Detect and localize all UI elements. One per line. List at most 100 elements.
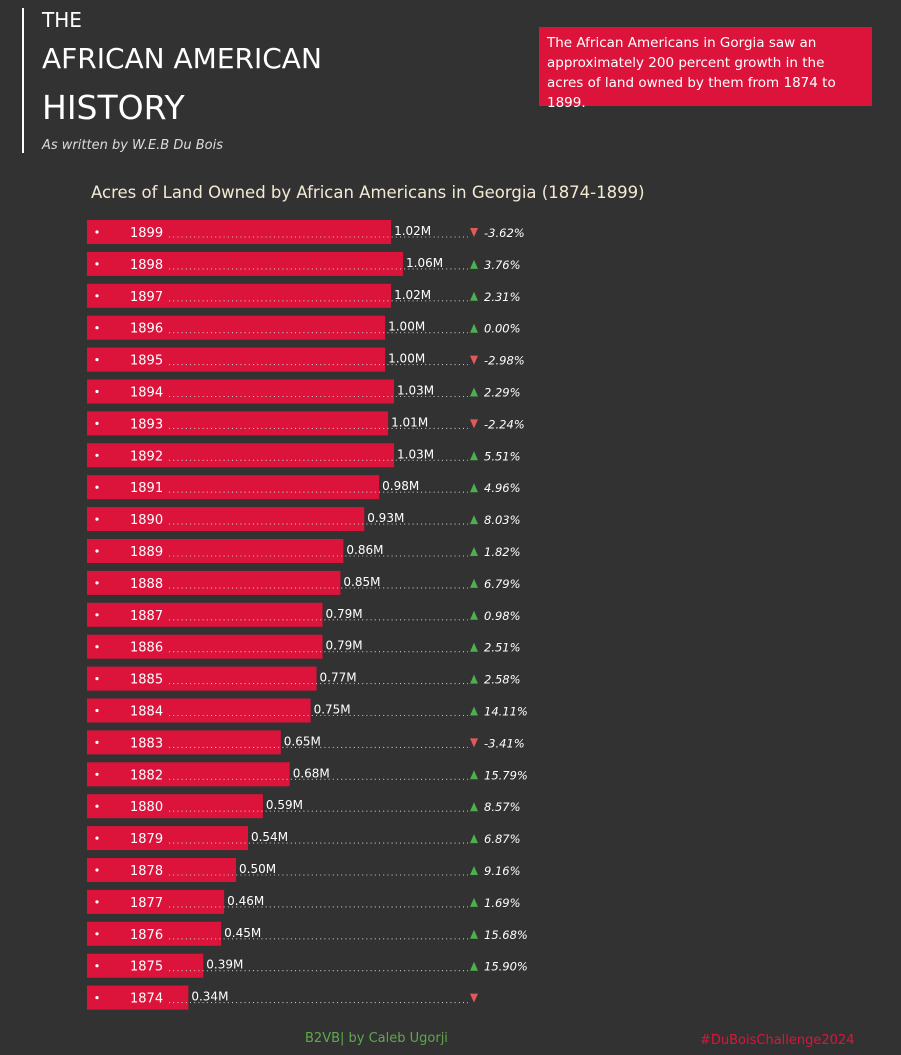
bar-bullet	[95, 772, 99, 776]
bar-bullet	[95, 581, 99, 585]
byline: As written by W.E.B Du Bois	[42, 138, 223, 153]
bar-bullet	[95, 900, 99, 904]
year-label: 1893	[130, 417, 163, 432]
bar	[87, 602, 323, 627]
change-label: -2.98%	[484, 354, 525, 368]
year-label: 1892	[130, 449, 163, 464]
bar	[87, 283, 392, 308]
change-label: 2.51%	[484, 641, 521, 655]
value-label: 1.02M	[394, 224, 431, 238]
bar-bullet	[95, 262, 99, 266]
value-label: 1.00M	[388, 320, 425, 334]
value-label: 0.79M	[326, 607, 363, 621]
change-label: 8.57%	[484, 800, 521, 814]
title-line-3: HISTORY	[42, 88, 185, 127]
value-label: 0.39M	[206, 958, 243, 972]
bar-bullet	[95, 964, 99, 968]
bar	[87, 921, 222, 946]
arrow-up-icon	[470, 770, 478, 780]
year-label: 1894	[130, 386, 163, 401]
bar	[87, 985, 189, 1010]
title-line-1: THE	[42, 8, 82, 32]
arrow-up-icon	[470, 483, 478, 493]
bar	[87, 443, 395, 468]
arrow-down-icon	[470, 738, 478, 748]
title-line-2: AFRICAN AMERICAN	[42, 42, 322, 75]
arrow-up-icon	[470, 547, 478, 556]
summary-callout: The African Americans in Gorgia saw an a…	[539, 27, 872, 111]
bar	[87, 220, 392, 244]
year-label: 1885	[130, 673, 163, 688]
change-label: 8.03%	[484, 513, 521, 527]
bar	[87, 762, 290, 787]
bar-bullet	[95, 453, 99, 457]
year-label: 1884	[130, 705, 163, 720]
change-label: 4.96%	[484, 481, 521, 495]
arrow-down-icon	[470, 419, 478, 429]
bar	[87, 634, 323, 659]
year-label: 1890	[130, 513, 163, 528]
year-label: 1875	[130, 960, 163, 975]
arrow-up-icon	[470, 610, 478, 620]
bar-bullet	[95, 421, 99, 425]
year-label: 1896	[130, 322, 163, 337]
year-label: 1895	[130, 354, 163, 369]
bar	[87, 570, 341, 595]
value-label: 0.54M	[251, 830, 288, 844]
bar-bullet	[95, 804, 99, 808]
arrow-up-icon	[470, 897, 478, 907]
change-label: -3.62%	[484, 226, 525, 240]
bar	[87, 730, 281, 755]
bar-chart: 1899 1.02M -3.62% 1898 1.06M 3.76% 1897 1.02M 2.…	[87, 220, 528, 1010]
bar-bullet	[95, 485, 99, 489]
year-label: 1883	[130, 736, 163, 751]
bar	[87, 889, 225, 914]
bar-bullet	[95, 358, 99, 362]
change-label: 0.98%	[484, 609, 521, 623]
change-label: 2.29%	[484, 386, 521, 400]
title-block: THE AFRICAN AMERICAN HISTORY As written …	[22, 8, 362, 153]
year-label: 1882	[130, 768, 163, 783]
bar-bullet	[95, 932, 99, 936]
value-label: 0.77M	[320, 671, 357, 685]
bar	[87, 315, 386, 340]
bar	[87, 826, 248, 851]
arrow-up-icon	[470, 291, 478, 301]
arrow-down-icon	[470, 993, 478, 1003]
arrow-up-icon	[470, 674, 478, 684]
bar-bullet	[95, 996, 99, 1000]
bar-bullet	[95, 708, 99, 713]
bar	[87, 666, 317, 691]
value-label: 0.79M	[326, 639, 363, 653]
arrow-up-icon	[470, 259, 478, 269]
change-label: 15.68%	[484, 928, 528, 942]
value-label: 0.59M	[266, 798, 303, 812]
year-label: 1897	[130, 290, 163, 305]
bar-bullet	[95, 389, 99, 394]
arrow-up-icon	[470, 387, 478, 397]
arrow-up-icon	[470, 323, 478, 333]
arrow-up-icon	[470, 706, 478, 716]
arrow-up-icon	[470, 866, 478, 875]
arrow-up-icon	[470, 642, 478, 652]
bar	[87, 347, 386, 372]
change-label: 15.79%	[484, 768, 528, 782]
bar-bullet	[95, 230, 99, 234]
value-label: 0.34M	[191, 990, 228, 1004]
value-label: 0.85M	[343, 575, 380, 589]
change-label: 9.16%	[484, 864, 521, 878]
year-label: 1886	[130, 641, 163, 656]
year-label: 1899	[130, 226, 163, 241]
arrow-up-icon	[470, 802, 478, 812]
change-label: 6.79%	[484, 577, 521, 591]
change-label: 1.82%	[484, 545, 521, 559]
bar	[87, 379, 395, 404]
bar	[87, 507, 365, 532]
bar	[87, 411, 389, 436]
bar-bullet	[95, 294, 99, 298]
bar-bullet	[95, 645, 99, 649]
arrow-down-icon	[470, 355, 478, 365]
bar-bullet	[95, 677, 99, 681]
year-label: 1876	[130, 928, 163, 943]
arrow-up-icon	[470, 451, 478, 461]
